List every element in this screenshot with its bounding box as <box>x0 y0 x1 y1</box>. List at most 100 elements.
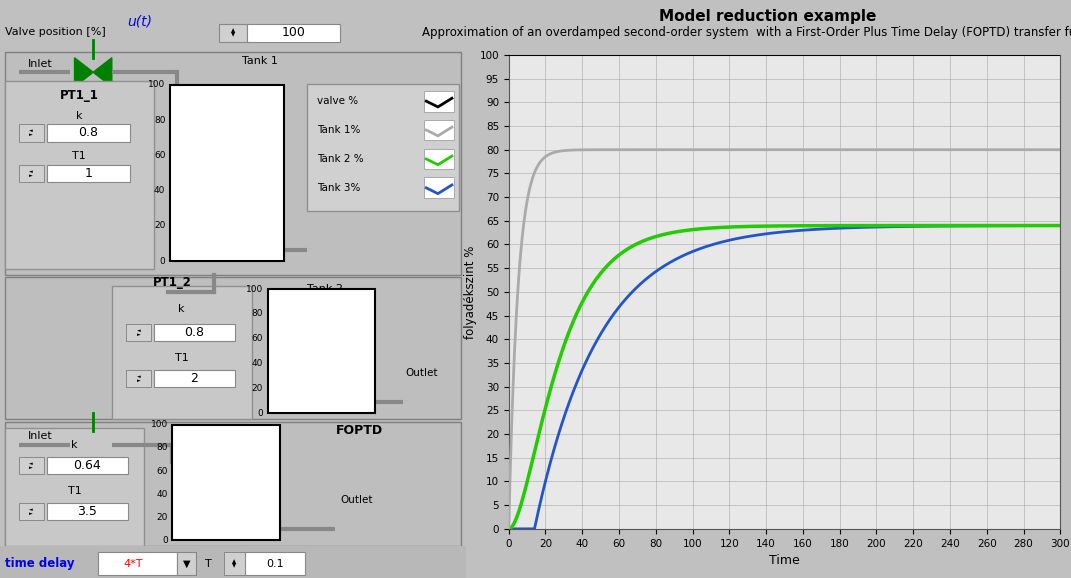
Text: 60: 60 <box>156 466 168 476</box>
Text: 4*T: 4*T <box>123 558 142 569</box>
Text: ◄
►: ◄ ► <box>29 461 33 470</box>
FancyBboxPatch shape <box>247 24 341 42</box>
Bar <box>307 84 458 211</box>
Text: 40: 40 <box>156 490 168 499</box>
Text: ◄
►: ◄ ► <box>136 328 140 337</box>
FancyBboxPatch shape <box>154 324 236 341</box>
Text: 100: 100 <box>282 27 305 39</box>
FancyBboxPatch shape <box>18 124 44 142</box>
FancyBboxPatch shape <box>97 552 177 575</box>
Bar <box>268 332 375 413</box>
Bar <box>268 289 375 413</box>
FancyBboxPatch shape <box>18 457 44 474</box>
Text: PT1_1: PT1_1 <box>60 89 99 102</box>
Text: Tank 2: Tank 2 <box>307 284 344 294</box>
Text: time delay: time delay <box>4 557 74 570</box>
Text: valve %: valve % <box>317 96 358 106</box>
X-axis label: Time: Time <box>769 554 800 567</box>
Polygon shape <box>75 431 93 460</box>
Text: 40: 40 <box>154 186 165 195</box>
Text: 60: 60 <box>252 334 263 343</box>
Text: FOPTD: FOPTD <box>335 424 382 437</box>
Text: 100: 100 <box>246 284 263 294</box>
Y-axis label: folyadékszint %: folyadékszint % <box>464 245 477 339</box>
Text: 0: 0 <box>162 536 168 545</box>
Text: ▲
▼: ▲ ▼ <box>231 28 235 38</box>
Text: 20: 20 <box>156 513 168 522</box>
Text: k: k <box>76 110 82 121</box>
FancyBboxPatch shape <box>47 503 129 520</box>
FancyBboxPatch shape <box>154 370 236 387</box>
FancyBboxPatch shape <box>4 428 145 546</box>
Text: T1: T1 <box>67 486 81 497</box>
Bar <box>170 120 284 261</box>
Bar <box>424 177 454 198</box>
Text: Tank 2 %: Tank 2 % <box>317 154 363 164</box>
Text: 3.5: 3.5 <box>77 505 97 518</box>
FancyBboxPatch shape <box>47 124 131 142</box>
Text: T1: T1 <box>175 353 188 364</box>
Bar <box>4 277 462 419</box>
Text: k: k <box>72 440 78 450</box>
FancyBboxPatch shape <box>224 552 244 575</box>
Text: Approximation of an overdamped second-order system  with a First-Order Plus Time: Approximation of an overdamped second-or… <box>422 26 1071 39</box>
Text: u(t): u(t) <box>127 14 152 28</box>
Polygon shape <box>75 58 93 87</box>
Text: 0.1: 0.1 <box>266 558 284 569</box>
Text: T: T <box>205 558 212 569</box>
Text: ▲
▼: ▲ ▼ <box>232 559 237 568</box>
Bar <box>170 85 284 261</box>
Bar <box>4 52 462 275</box>
Text: 0.8: 0.8 <box>184 326 205 339</box>
FancyBboxPatch shape <box>47 457 129 474</box>
Bar <box>424 120 454 140</box>
Text: ◄
►: ◄ ► <box>29 169 33 178</box>
Text: Tank 3: Tank 3 <box>218 425 255 436</box>
Text: 40: 40 <box>252 359 263 368</box>
Polygon shape <box>93 431 111 460</box>
FancyBboxPatch shape <box>218 24 247 42</box>
Text: Outlet: Outlet <box>341 495 373 505</box>
Text: PT1_2: PT1_2 <box>153 276 192 289</box>
Text: k: k <box>179 304 185 314</box>
Text: 20: 20 <box>252 384 263 393</box>
Text: Inlet: Inlet <box>28 58 52 69</box>
Text: 100: 100 <box>148 80 165 90</box>
Text: 0: 0 <box>160 257 165 266</box>
Bar <box>424 149 454 169</box>
Polygon shape <box>93 58 111 87</box>
Text: 0: 0 <box>257 409 263 418</box>
Text: ▼: ▼ <box>182 558 191 569</box>
FancyBboxPatch shape <box>4 81 154 269</box>
Text: Tank 3%: Tank 3% <box>317 183 360 193</box>
Text: 80: 80 <box>156 443 168 453</box>
FancyBboxPatch shape <box>111 286 252 419</box>
Bar <box>0 546 466 578</box>
FancyBboxPatch shape <box>47 165 131 182</box>
Text: Outlet: Outlet <box>405 368 438 378</box>
Text: Tank 1: Tank 1 <box>242 55 278 66</box>
Text: T1: T1 <box>73 151 86 161</box>
Text: 1: 1 <box>85 167 92 180</box>
Text: 0.8: 0.8 <box>78 127 99 139</box>
FancyBboxPatch shape <box>244 552 305 575</box>
FancyBboxPatch shape <box>125 324 151 341</box>
Text: Tank 1%: Tank 1% <box>317 125 360 135</box>
Bar <box>170 120 284 147</box>
Bar <box>424 91 454 112</box>
Text: Model reduction example: Model reduction example <box>660 9 876 24</box>
Bar <box>4 422 462 546</box>
Text: 2: 2 <box>191 372 198 385</box>
FancyBboxPatch shape <box>18 165 44 182</box>
Bar <box>172 465 280 540</box>
Text: 20: 20 <box>154 221 165 231</box>
Bar <box>172 425 280 540</box>
Text: Valve position [%]: Valve position [%] <box>4 27 105 37</box>
Text: 0.64: 0.64 <box>73 459 101 472</box>
Text: ◄
►: ◄ ► <box>29 507 33 516</box>
FancyBboxPatch shape <box>18 503 44 520</box>
FancyBboxPatch shape <box>177 552 196 575</box>
Text: 60: 60 <box>154 151 165 160</box>
FancyBboxPatch shape <box>125 370 151 387</box>
Text: 100: 100 <box>150 420 168 429</box>
